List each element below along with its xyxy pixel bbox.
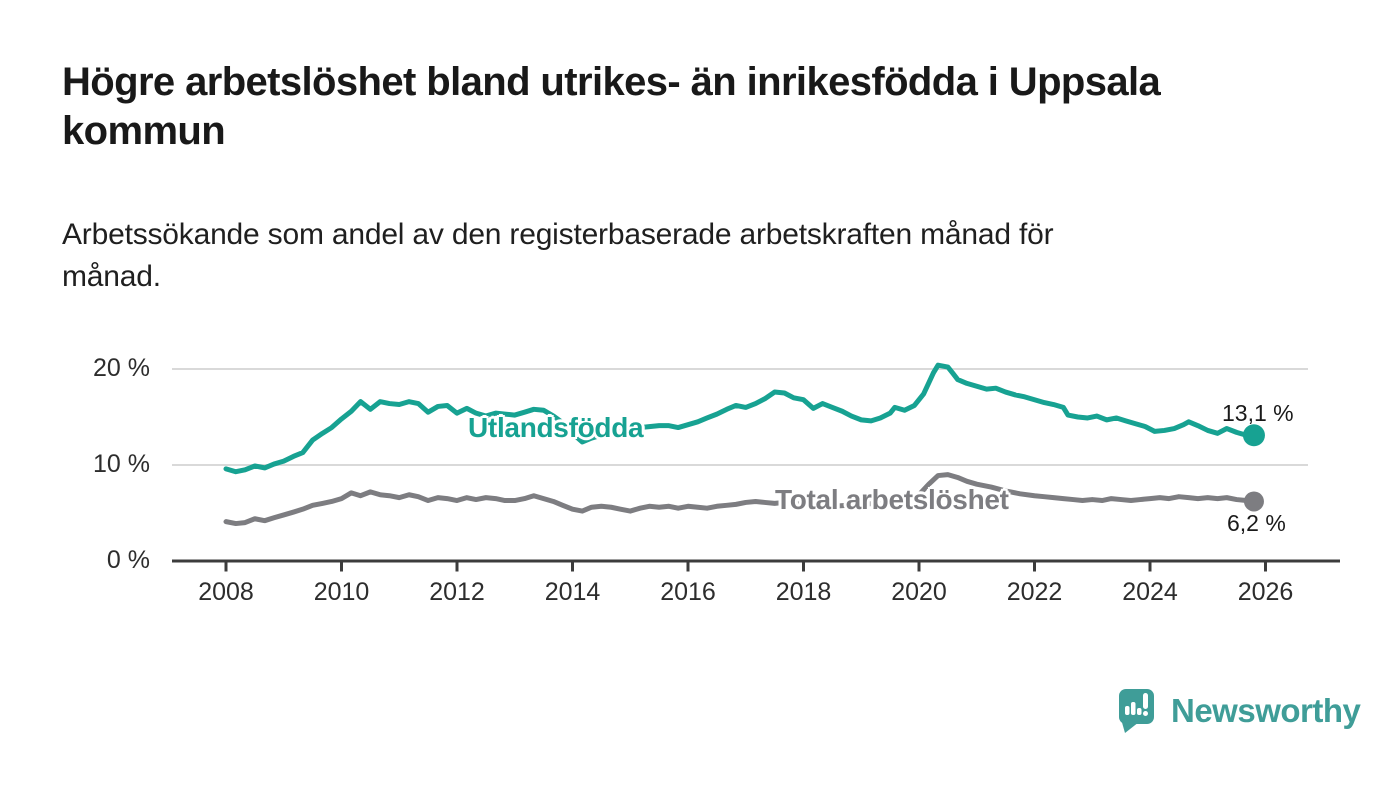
x-tick-label-2008: 2008 [198,578,254,606]
series-label-total-arbetsloshet: Total arbetslöshet [775,484,1009,515]
page-title: Högre arbetslöshet bland utrikes- än inr… [62,58,1362,156]
latest-value-total: 6,2 % [1227,510,1286,536]
newsworthy-wordmark: Newsworthy [1171,692,1361,729]
y-tick-label-0: 0 % [106,546,150,574]
y-tick-label-20: 20 % [93,354,150,382]
y-tick-label-10: 10 % [93,450,150,478]
x-tick-label-2020: 2020 [891,578,947,606]
x-tick-label-2018: 2018 [775,578,832,606]
end-dot-total-arbetsloshet [1243,491,1264,512]
chart-subtitle-line-2: månad. [62,260,161,293]
x-tick-label-2026: 2026 [1237,578,1294,606]
x-tick-label-2022: 2022 [1006,578,1063,606]
x-tick-label-2016: 2016 [660,578,716,606]
page-title-line-1: Högre arbetslöshet bland utrikes- än inr… [62,60,1161,104]
page-title-line-2: kommun [62,108,226,153]
end-dot-utlandsfodda [1242,424,1265,447]
newsworthy-logo: Newsworthy [1118,688,1361,734]
chart-subtitle: Arbetssökande som andel av den registerb… [62,214,1282,298]
x-tick-label-2012: 2012 [429,578,485,606]
newsworthy-speech-bubble-icon [1119,689,1154,733]
x-tick-label-2024: 2024 [1122,578,1178,606]
x-tick-label-2010: 2010 [313,578,370,606]
line-utlandsfodda [223,362,1257,475]
line-total-arbetsloshet [223,472,1257,527]
latest-value-utlandsfodda: 13,1 % [1222,400,1294,426]
series-label-utlandsfodda: Utlandsfödda [468,412,644,443]
x-axis-labels: 2008 2010 2012 2014 2016 2018 2020 2022 2024 2026 [0,578,1400,608]
chart-subtitle-line-1: Arbetssökande som andel av den registerb… [62,218,1054,251]
x-tick-label-2014: 2014 [544,578,601,606]
